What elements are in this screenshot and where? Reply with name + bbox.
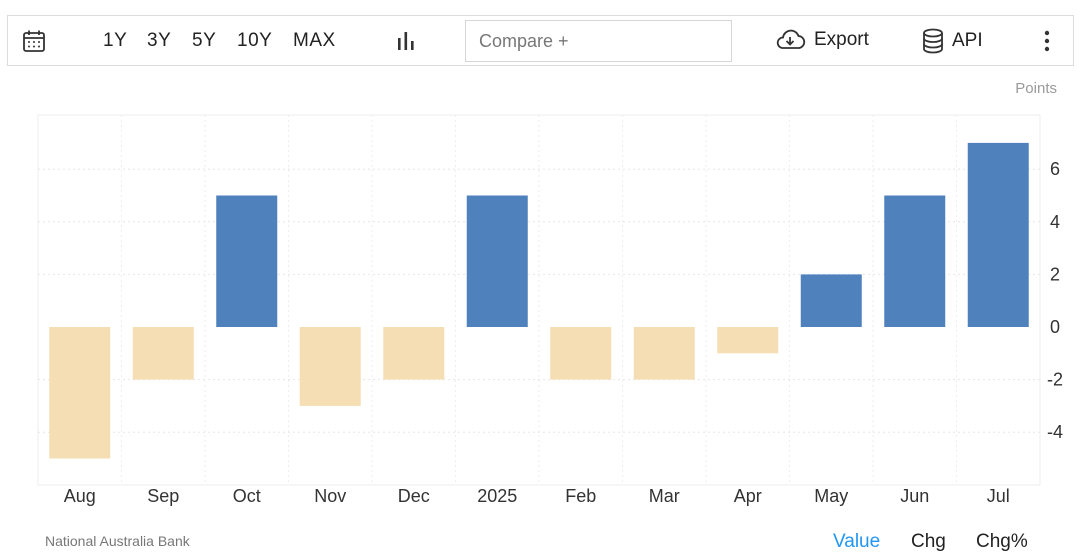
y-tick-label: -4 [1047, 422, 1063, 442]
bar-feb [550, 327, 612, 380]
range-max-button[interactable]: MAX [293, 30, 336, 51]
x-tick-label: May [814, 486, 848, 506]
api-label: API [952, 30, 983, 51]
cloud-download-icon [776, 29, 806, 49]
bar-sep [132, 327, 194, 380]
bar-dec [383, 327, 445, 380]
source-label: National Australia Bank [45, 533, 190, 549]
x-tick-label: Oct [233, 486, 261, 506]
x-tick-label: Apr [734, 486, 762, 506]
bar-nov [299, 327, 361, 406]
value-view-button[interactable]: Value [833, 531, 881, 552]
bar-jul [967, 142, 1029, 327]
x-tick-label: 2025 [477, 486, 517, 506]
bar-apr [717, 327, 779, 354]
calendar-icon[interactable] [22, 29, 46, 53]
export-button[interactable]: Export [774, 28, 869, 52]
bar-jun [884, 195, 946, 327]
y-tick-label: 4 [1050, 212, 1060, 232]
bar-chart-icon[interactable] [395, 30, 417, 52]
more-options-icon[interactable] [1039, 29, 1055, 53]
x-tick-label: Sep [147, 486, 179, 506]
y-tick-label: 2 [1050, 264, 1060, 284]
x-tick-label: Dec [398, 486, 430, 506]
api-button[interactable]: API [922, 28, 983, 54]
chg-view-button[interactable]: Chg [911, 531, 946, 552]
x-tick-label: Jul [987, 486, 1010, 506]
x-tick-label: Jun [900, 486, 929, 506]
range-10y-button[interactable]: 10Y [237, 30, 273, 51]
y-tick-label: -2 [1047, 370, 1063, 390]
compare-input[interactable] [465, 20, 732, 62]
chart-toolbar: 1Y 3Y 5Y 10Y MAX Export API [7, 15, 1074, 66]
bar-may [800, 274, 862, 327]
bar-aug [49, 327, 111, 459]
range-5y-button[interactable]: 5Y [192, 30, 217, 51]
y-tick-label: 0 [1050, 317, 1060, 337]
x-tick-label: Aug [64, 486, 96, 506]
y-tick-label: 6 [1050, 159, 1060, 179]
x-tick-label: Feb [565, 486, 596, 506]
range-3y-button[interactable]: 3Y [147, 30, 172, 51]
unit-label: Points [1015, 80, 1057, 97]
x-tick-label: Nov [314, 486, 346, 506]
bar-2025 [466, 195, 528, 327]
database-icon [923, 28, 943, 54]
x-tick-label: Mar [649, 486, 680, 506]
bar-mar [633, 327, 695, 380]
bar-oct [216, 195, 278, 327]
bar-chart: Aug Sep Oct Nov Dec 2025 Feb Mar Apr May Jun Jul -4 -… [37, 114, 1063, 506]
export-label: Export [814, 29, 869, 50]
range-1y-button[interactable]: 1Y [103, 30, 128, 51]
chg-pct-view-button[interactable]: Chg% [976, 531, 1028, 552]
